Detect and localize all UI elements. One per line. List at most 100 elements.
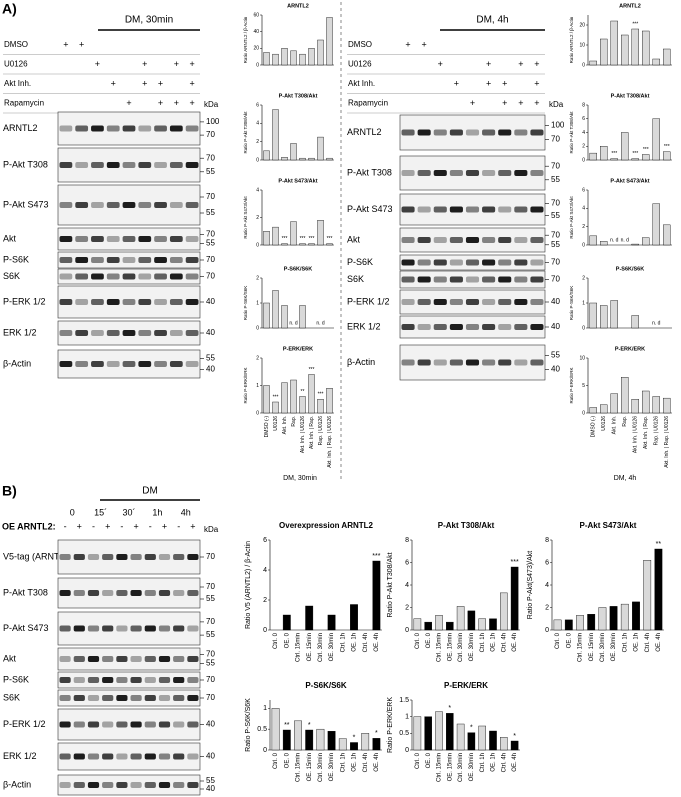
significance: ** [284, 722, 290, 729]
significance: *** [632, 151, 638, 157]
blot-band [138, 330, 152, 336]
bar [263, 302, 270, 329]
x-tick-label: Ctrl. 4h [501, 753, 507, 772]
x-tick-label: Ctrl. 1h [622, 633, 628, 652]
blot-label: P-S6K [3, 674, 29, 684]
treatment-mark: + [189, 98, 194, 108]
blot-band [173, 782, 185, 788]
blot-band [106, 361, 120, 367]
blot-band [187, 721, 199, 728]
y-tick-label: 0 [582, 62, 585, 68]
blot-band [91, 299, 104, 305]
oe-mark: - [149, 521, 152, 531]
blot-band [401, 170, 415, 176]
y-tick-label: 0 [405, 627, 409, 634]
bar [326, 17, 333, 66]
y-axis-label: Ratio P-Akt T308/Akt [387, 552, 394, 617]
bar [610, 20, 618, 66]
blot-band [122, 330, 136, 336]
blot-band [498, 237, 512, 243]
treatment-label: U0126 [348, 60, 372, 69]
blot-band [138, 162, 152, 168]
treatment-mark: + [95, 59, 100, 69]
x-tick-label: Ctrl. 15min [578, 633, 584, 662]
chart-title: Overexpression ARNTL2 [279, 521, 374, 530]
chart-title: P-ERK/ERK [444, 681, 488, 690]
bar [663, 224, 671, 246]
x-tick-label: Ctrl. 1h [480, 753, 486, 772]
blot-band [401, 206, 415, 213]
kda-label: 70 [206, 272, 215, 281]
blot-band [530, 259, 544, 266]
kda-label: 55 [206, 354, 215, 363]
y-tick-label: 2 [256, 355, 259, 361]
blot-band [514, 259, 528, 266]
y-axis-label: Ratio P-ERK/ERK [387, 697, 394, 753]
blot-band [116, 753, 128, 760]
blot-band [417, 129, 431, 136]
blot-band [73, 677, 85, 683]
x-tick-label: Ctrl. 1h [480, 633, 486, 652]
blot-band [158, 782, 171, 788]
y-tick-label: 2 [263, 597, 267, 604]
blot-band [106, 273, 120, 280]
blot-band [91, 202, 104, 208]
kda-label: 70 [206, 230, 215, 239]
kda-label: 70 [206, 130, 215, 139]
blot-band [173, 656, 185, 662]
blot-band [59, 753, 71, 760]
bar [290, 221, 297, 246]
kda-label: 40 [206, 720, 215, 729]
blot-band [75, 236, 89, 242]
treatment-mark: + [470, 98, 475, 108]
kda-label: 70 [206, 255, 215, 264]
bar [467, 610, 476, 631]
y-axis-label: Ratio P-Akt S473/Akt [243, 196, 248, 239]
y-tick-label: 6 [256, 102, 259, 108]
x-tick-label: Ctrl. 1h [340, 753, 346, 772]
significance: *** [664, 144, 670, 150]
y-tick-label: 40 [253, 29, 259, 35]
blot-label: Akt [3, 233, 17, 243]
x-tick-label: OE. 30min [329, 633, 335, 661]
bar [652, 118, 660, 161]
blot-band [530, 359, 544, 366]
blot-band [130, 554, 142, 560]
kda-unit: kDa [204, 525, 219, 534]
kda-label: 70 [551, 198, 560, 207]
blot-band [482, 359, 496, 366]
bar [372, 560, 381, 631]
x-tick-label: OE. 30min [469, 753, 475, 781]
blot-band [169, 273, 183, 280]
bar [600, 404, 608, 414]
bar [435, 615, 443, 631]
bar [456, 723, 465, 751]
blot-band [465, 206, 480, 213]
blot-band [130, 782, 142, 788]
blot-band [102, 554, 114, 560]
bar [308, 157, 315, 161]
blot-band [154, 257, 167, 263]
x-tick-label: Akt. Inh. | U0126 [300, 416, 306, 453]
blot-band [154, 330, 167, 336]
blot-band [73, 782, 85, 788]
blot-band [514, 206, 528, 213]
x-tick-label: OE. 0 [284, 632, 290, 648]
blot-band [73, 695, 85, 701]
y-axis-label: Ratio P-Akt(S473)/Akt [527, 551, 534, 620]
blot-band [87, 782, 100, 788]
blot-band [530, 129, 544, 136]
treatment-label: U0126 [4, 60, 28, 69]
blot-band [144, 753, 156, 760]
blot-band [465, 359, 480, 366]
y-tick-label: 4 [405, 582, 409, 589]
blot-band [59, 125, 73, 132]
x-tick-label: OE. 4h [512, 633, 518, 652]
treatment-mark: + [502, 78, 507, 88]
treatment-mark: + [79, 39, 84, 49]
y-axis-label: Ratio P-S6K/S6K [569, 286, 574, 321]
blot-band [449, 129, 463, 136]
blot-band [106, 330, 120, 336]
blot-band [185, 299, 199, 305]
blot-band [433, 170, 447, 176]
